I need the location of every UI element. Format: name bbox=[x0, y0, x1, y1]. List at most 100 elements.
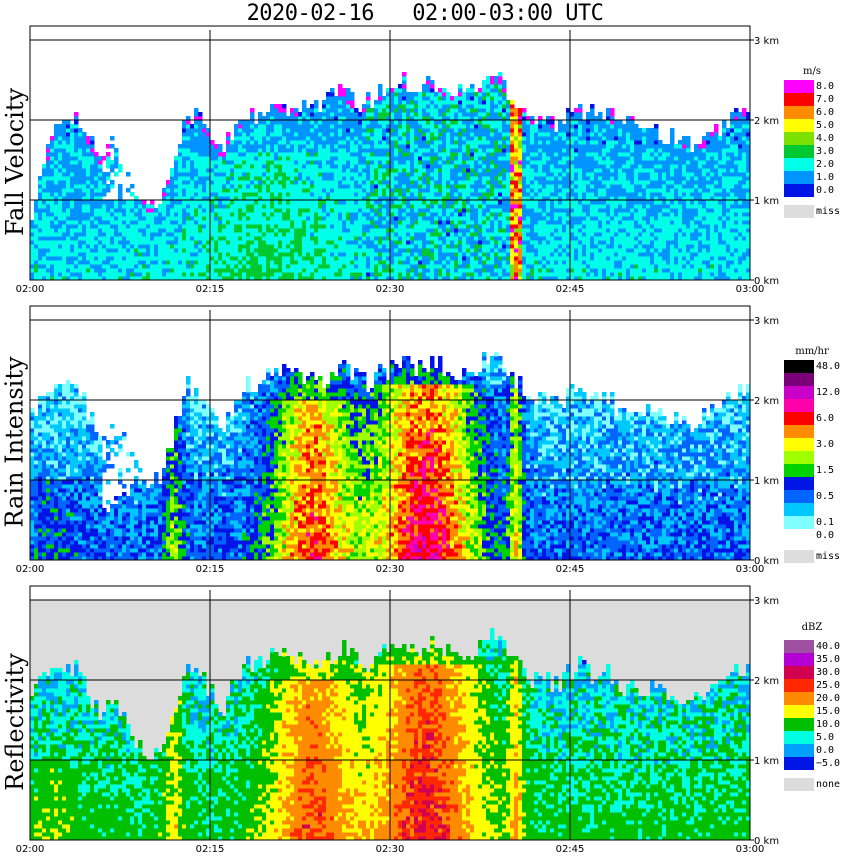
heatmap-cell bbox=[494, 272, 499, 277]
heatmap-cell bbox=[210, 188, 215, 193]
heatmap-cell bbox=[434, 276, 439, 281]
heatmap-cell bbox=[190, 220, 195, 225]
heatmap-cell bbox=[342, 120, 347, 125]
heatmap-cell bbox=[530, 196, 535, 201]
heatmap-cell bbox=[34, 236, 39, 241]
heatmap-cell bbox=[382, 136, 387, 141]
heatmap-cell bbox=[74, 224, 79, 229]
heatmap-cell bbox=[490, 264, 495, 269]
heatmap-cell bbox=[402, 256, 407, 261]
heatmap-cell bbox=[290, 156, 295, 161]
heatmap-cell bbox=[430, 168, 435, 173]
heatmap-cell bbox=[314, 248, 319, 253]
heatmap-cell bbox=[54, 272, 59, 277]
heatmap-cell bbox=[98, 200, 103, 205]
heatmap-cell bbox=[462, 204, 467, 209]
heatmap-cell bbox=[130, 260, 135, 265]
heatmap-cell bbox=[306, 272, 311, 277]
heatmap-cell bbox=[346, 164, 351, 169]
heatmap-cell bbox=[198, 220, 203, 225]
heatmap-cell bbox=[274, 236, 279, 241]
heatmap-cell bbox=[74, 200, 79, 205]
heatmap-cell bbox=[110, 260, 115, 265]
heatmap-cell bbox=[446, 188, 451, 193]
heatmap-cell bbox=[374, 248, 379, 253]
heatmap-cell bbox=[34, 220, 39, 225]
heatmap-cell bbox=[390, 164, 395, 169]
heatmap-cell bbox=[498, 264, 503, 269]
heatmap-cell bbox=[114, 256, 119, 261]
heatmap-cell bbox=[218, 248, 223, 253]
heatmap-cell bbox=[190, 172, 195, 177]
heatmap-cell bbox=[474, 180, 479, 185]
heatmap-cell bbox=[86, 208, 91, 213]
heatmap-cell bbox=[238, 208, 243, 213]
heatmap-cell bbox=[422, 216, 427, 221]
heatmap-cell bbox=[306, 204, 311, 209]
heatmap-cell bbox=[226, 244, 231, 249]
heatmap-cell bbox=[502, 132, 507, 137]
heatmap-cell bbox=[190, 264, 195, 269]
heatmap-cell bbox=[94, 256, 99, 261]
heatmap-cell bbox=[498, 84, 503, 89]
heatmap-cell bbox=[386, 124, 391, 129]
heatmap-cell bbox=[514, 164, 519, 169]
heatmap-cell bbox=[278, 252, 283, 257]
heatmap-cell bbox=[414, 144, 419, 149]
heatmap-cell bbox=[182, 152, 187, 157]
heatmap-cell bbox=[394, 116, 399, 121]
heatmap-cell bbox=[482, 260, 487, 265]
heatmap-cell bbox=[162, 204, 167, 209]
heatmap-cell bbox=[294, 276, 299, 281]
heatmap-cell bbox=[338, 256, 343, 261]
heatmap-cell bbox=[210, 212, 215, 217]
heatmap-cell bbox=[418, 200, 423, 205]
heatmap-cell bbox=[442, 120, 447, 125]
heatmap-cell bbox=[286, 184, 291, 189]
heatmap-cell bbox=[286, 168, 291, 173]
heatmap-cell bbox=[474, 156, 479, 161]
heatmap-cell bbox=[498, 96, 503, 101]
heatmap-cell bbox=[394, 132, 399, 137]
heatmap-cell bbox=[514, 188, 519, 193]
heatmap-cell bbox=[198, 140, 203, 145]
heatmap-cell bbox=[278, 196, 283, 201]
heatmap-cell bbox=[382, 228, 387, 233]
heatmap-cell bbox=[362, 108, 367, 113]
heatmap-cell bbox=[382, 268, 387, 273]
heatmap-cell bbox=[226, 132, 231, 137]
heatmap-cell bbox=[186, 168, 191, 173]
heatmap-cell bbox=[446, 208, 451, 213]
heatmap-cell bbox=[286, 252, 291, 257]
heatmap-cell bbox=[58, 132, 63, 137]
heatmap-cell bbox=[410, 148, 415, 153]
heatmap-cell bbox=[90, 244, 95, 249]
heatmap-cell bbox=[482, 264, 487, 269]
heatmap-cell bbox=[202, 248, 207, 253]
heatmap-cell bbox=[398, 276, 403, 281]
heatmap-cell bbox=[490, 240, 495, 245]
heatmap-cell bbox=[162, 216, 167, 221]
heatmap-cell bbox=[518, 252, 523, 257]
heatmap-cell bbox=[378, 208, 383, 213]
heatmap-cell bbox=[394, 232, 399, 237]
heatmap-cell bbox=[322, 216, 327, 221]
heatmap-cell bbox=[510, 188, 515, 193]
heatmap-cell bbox=[406, 144, 411, 149]
heatmap-cell bbox=[218, 216, 223, 221]
heatmap-cell bbox=[522, 212, 527, 217]
heatmap-cell bbox=[298, 240, 303, 245]
heatmap-cell bbox=[446, 156, 451, 161]
heatmap-cell bbox=[202, 168, 207, 173]
heatmap-cell bbox=[334, 224, 339, 229]
heatmap-cell bbox=[162, 248, 167, 253]
heatmap-cell bbox=[306, 184, 311, 189]
heatmap-cell bbox=[62, 240, 67, 245]
heatmap-cell bbox=[498, 220, 503, 225]
heatmap-cell bbox=[362, 268, 367, 273]
heatmap-cell bbox=[330, 176, 335, 181]
heatmap-cell bbox=[350, 248, 355, 253]
heatmap-cell bbox=[54, 216, 59, 221]
heatmap-cell bbox=[186, 224, 191, 229]
heatmap-cell bbox=[386, 168, 391, 173]
